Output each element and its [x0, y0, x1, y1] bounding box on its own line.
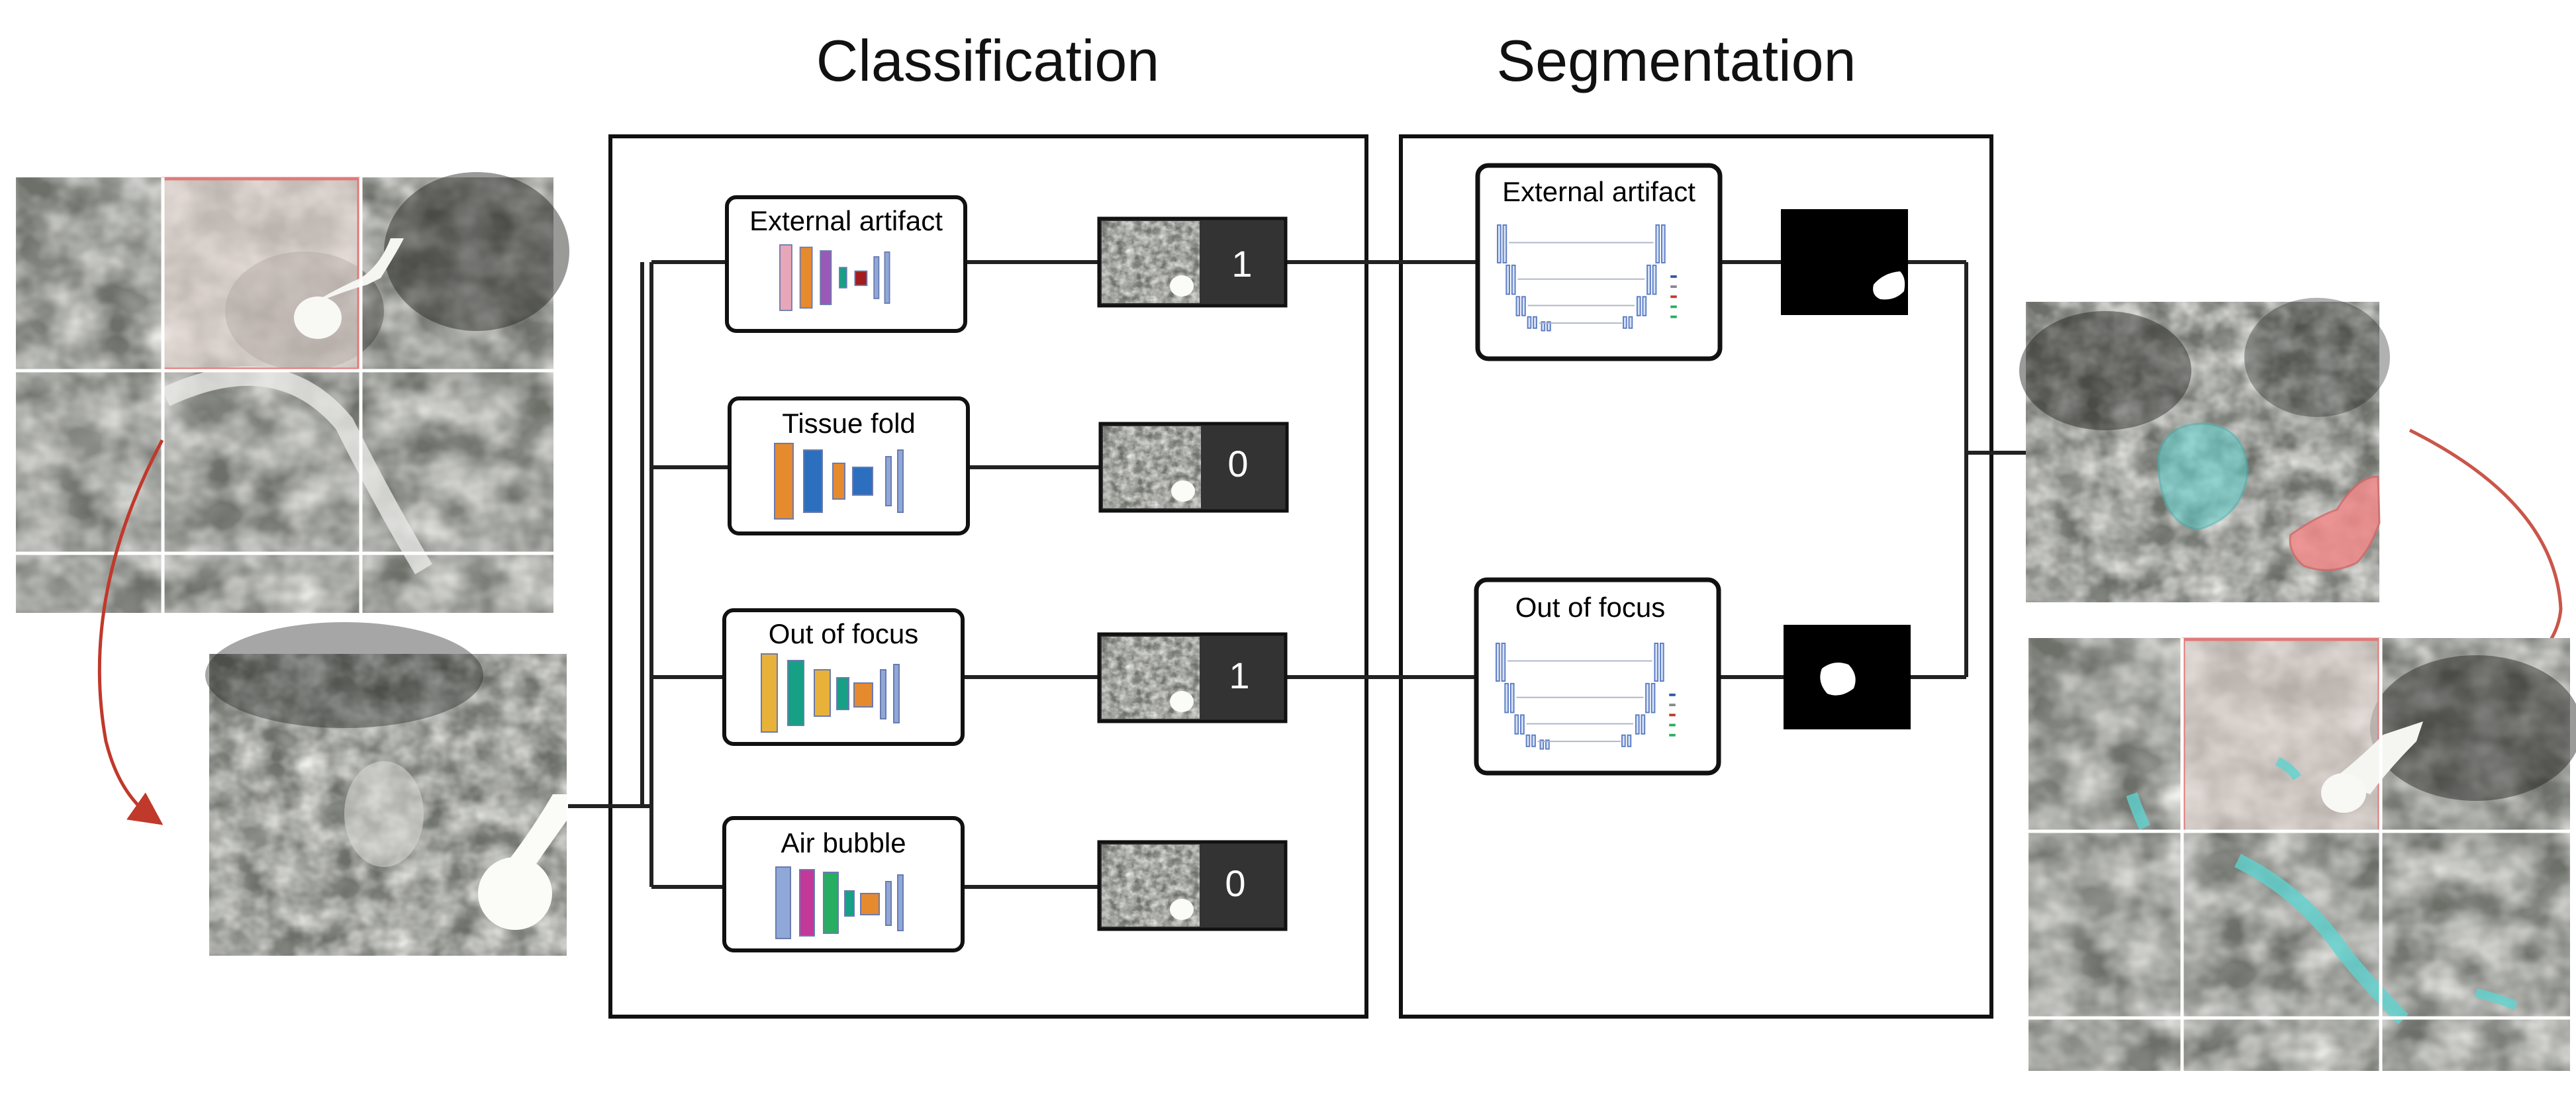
curved-arrow-icon [97, 439, 164, 825]
input-patch [205, 622, 567, 956]
cnn-architecture-icon [761, 653, 900, 733]
classifier-label: Air bubble [781, 827, 906, 858]
classifier-air-bubble: Air bubble [722, 816, 965, 952]
segmentation-panel [1399, 134, 1993, 1019]
classifier-tissue-fold: Tissue fold [728, 396, 970, 535]
highlighted-tile [163, 179, 359, 369]
cnn-architecture-icon [774, 443, 904, 520]
input-tile-grid [16, 172, 569, 613]
score-patch: 1 [1097, 632, 1288, 723]
classifier-out-of-focus: Out of focus [722, 608, 965, 746]
classifier-external-artifact: External artifact [725, 195, 967, 333]
score-patch: 0 [1097, 840, 1288, 931]
score-patch: 0 [1098, 422, 1289, 513]
score-value: 0 [1225, 862, 1245, 904]
score-patch: 1 [1097, 216, 1288, 308]
output-tile-grid [2028, 637, 2576, 1071]
score-value: 1 [1229, 655, 1249, 696]
cnn-architecture-icon [775, 866, 904, 939]
segmenter-out-of-focus: Out of focus [1474, 577, 1721, 776]
score-value: 0 [1227, 443, 1248, 484]
classifier-label: Tissue fold [782, 408, 916, 439]
output-patch-overlay [2019, 298, 2390, 602]
segmentation-header: Segmentation [1496, 28, 1856, 93]
segmenter-label: External artifact [1502, 176, 1695, 207]
score-value: 1 [1231, 243, 1252, 285]
classification-header: Classification [816, 28, 1159, 93]
classification-panel [608, 134, 1368, 1019]
classifier-label: External artifact [749, 205, 943, 236]
mask-out-of-focus [1784, 625, 1911, 729]
mask-external-artifact [1781, 209, 1908, 315]
segmenter-external-artifact: External artifact [1475, 163, 1723, 361]
classifier-label: Out of focus [769, 618, 918, 649]
segmenter-label: Out of focus [1515, 592, 1665, 623]
connector-lines [568, 260, 2026, 889]
